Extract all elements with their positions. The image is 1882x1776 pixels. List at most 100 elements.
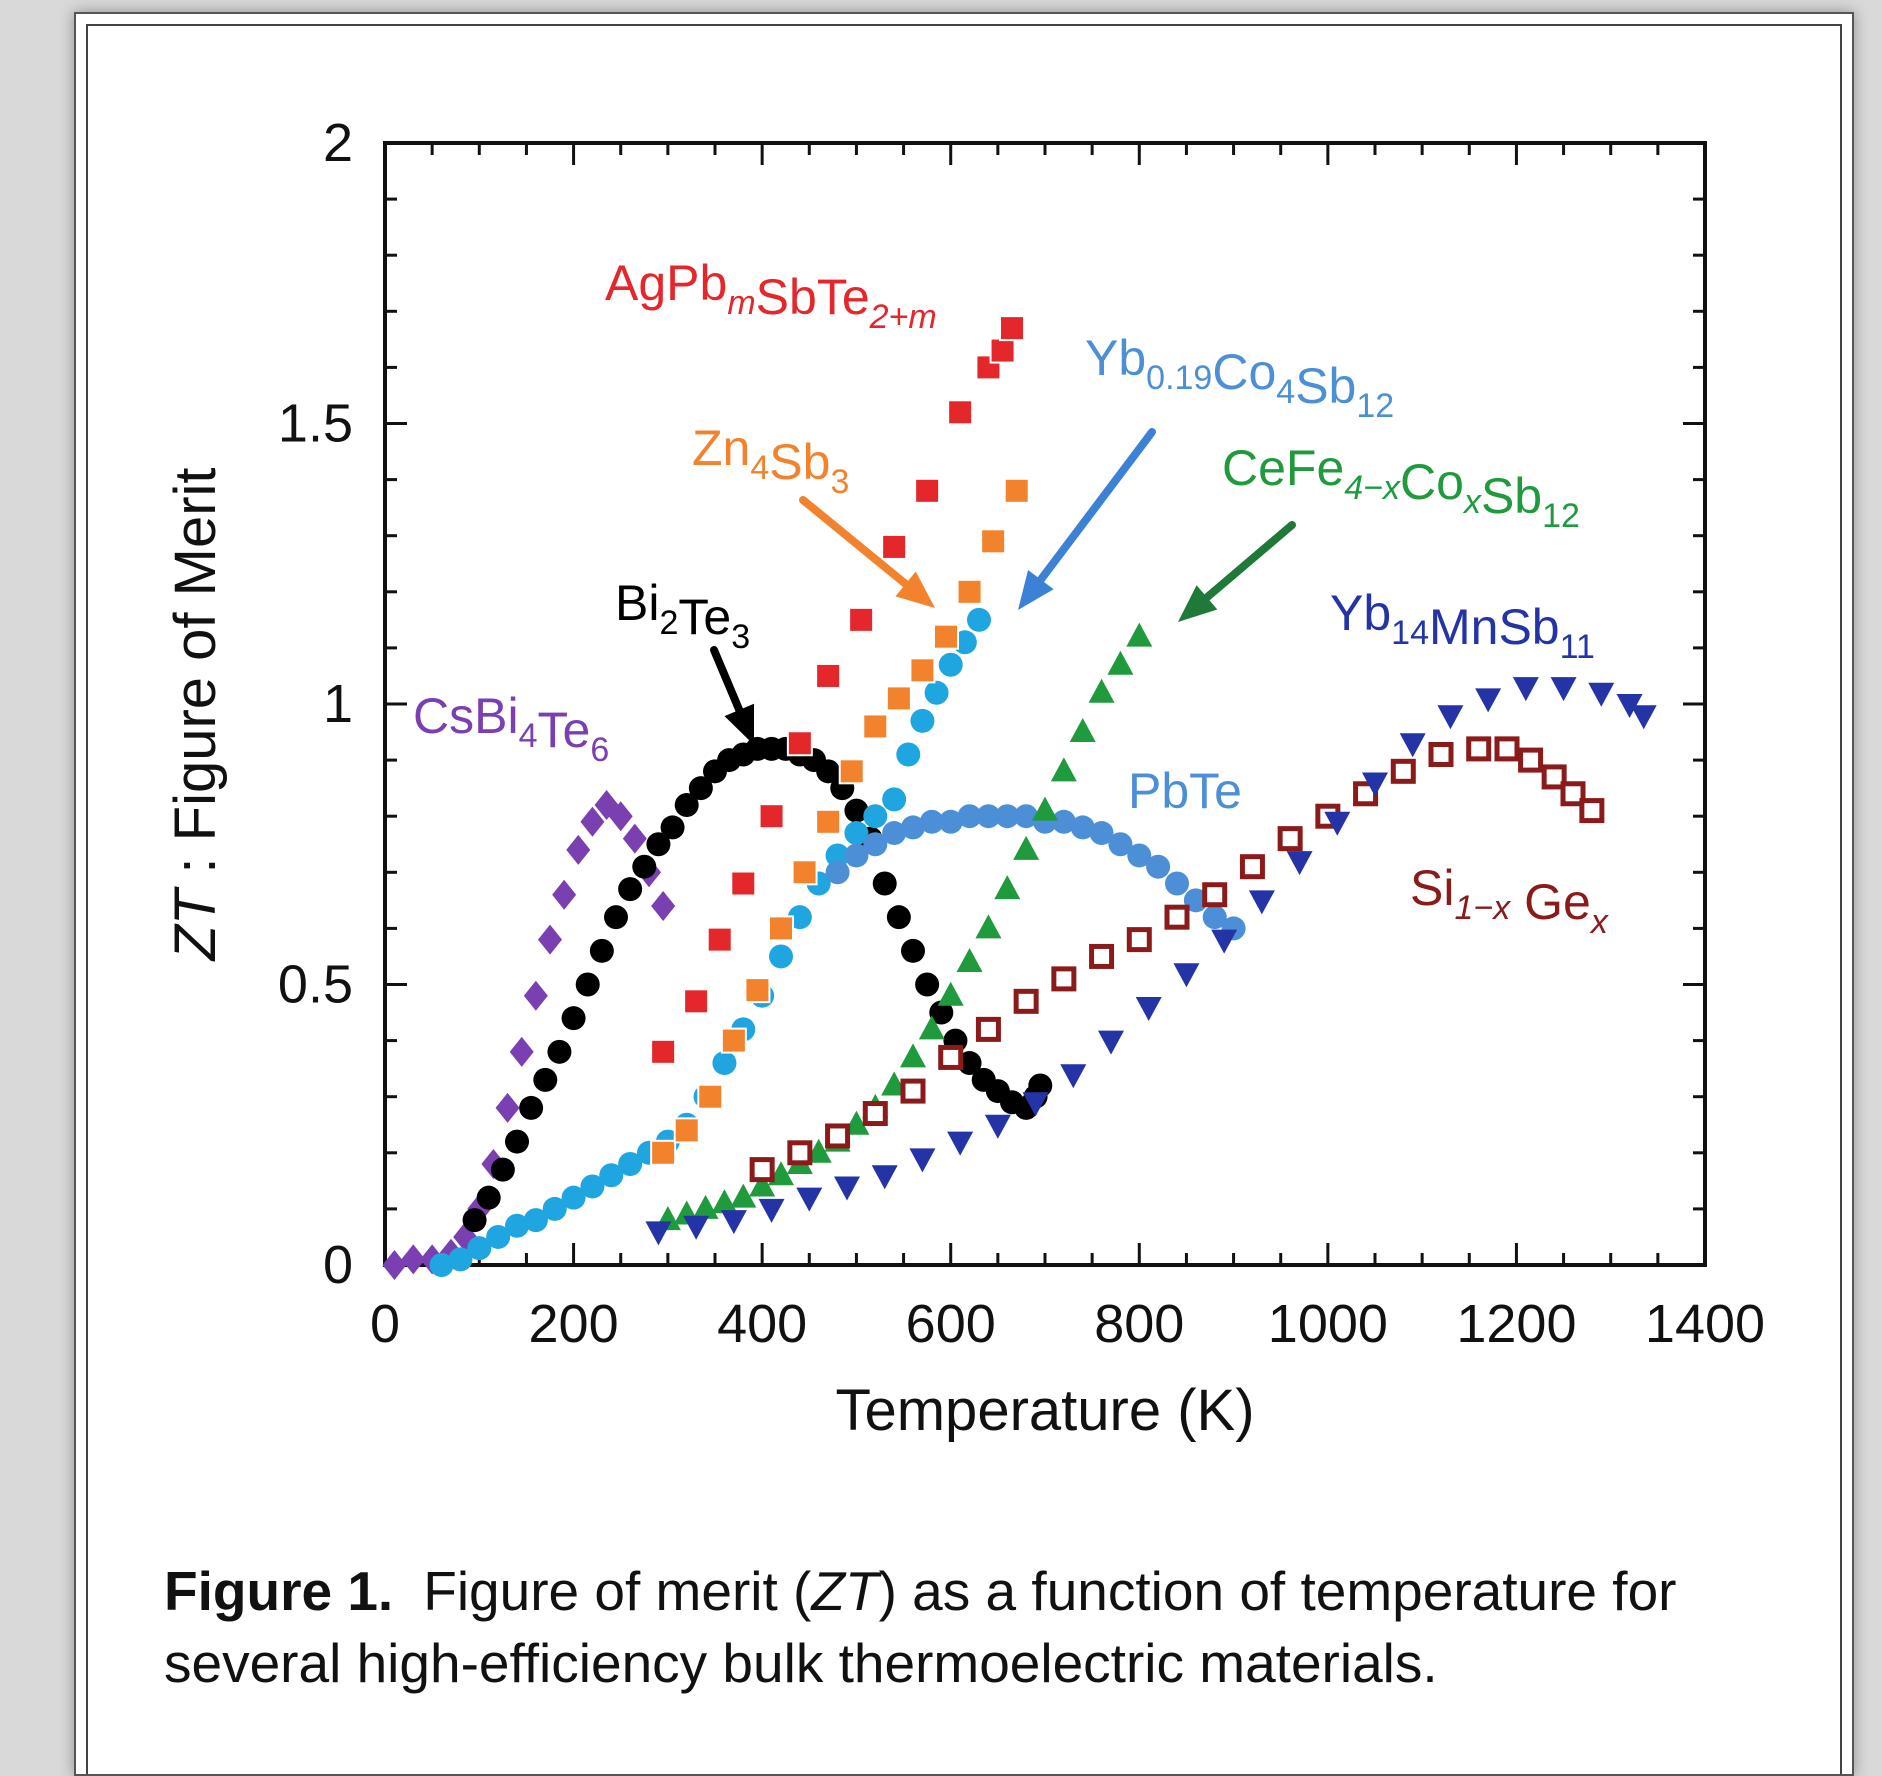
data-point xyxy=(901,938,925,963)
data-point xyxy=(490,1157,515,1182)
data-point xyxy=(1088,678,1115,703)
series-label-cefecosb: CeFe4−xCoxSb12 xyxy=(1222,440,1580,535)
data-point xyxy=(825,860,850,885)
data-point xyxy=(651,890,676,921)
data-point xyxy=(1173,963,1200,988)
data-point xyxy=(848,606,875,633)
data-point xyxy=(967,607,991,632)
data-point xyxy=(1165,871,1189,896)
data-point xyxy=(645,1221,672,1246)
data-point xyxy=(929,1000,954,1025)
arrow-yb019-head xyxy=(1018,570,1054,610)
data-point xyxy=(542,1196,567,1221)
data-point xyxy=(758,803,785,830)
data-point xyxy=(509,1036,534,1067)
data-point xyxy=(632,854,657,879)
series-label-zn4sb3-part: 3 xyxy=(830,463,849,501)
series-label-csbi4te6-part: CsBi xyxy=(413,688,519,744)
data-point xyxy=(382,1250,407,1280)
data-point xyxy=(1616,694,1643,718)
series-label-agpbmsbte-part: 2+m xyxy=(869,298,937,336)
data-point xyxy=(1324,811,1351,836)
data-point xyxy=(975,354,1002,381)
x-tick-label: 800 xyxy=(1094,1294,1184,1354)
data-point xyxy=(947,399,974,426)
arrow-yb019 xyxy=(1018,428,1156,610)
data-point xyxy=(1211,929,1238,954)
data-point xyxy=(1135,996,1162,1021)
data-point xyxy=(1089,943,1115,969)
data-point xyxy=(885,685,912,712)
data-point xyxy=(1164,904,1190,930)
data-point xyxy=(1051,809,1076,834)
series-label-yb14mnsb11-part: MnSb xyxy=(1429,599,1560,655)
data-point xyxy=(900,1078,926,1104)
data-point xyxy=(650,1139,677,1166)
data-point xyxy=(1248,890,1275,915)
series-label-csbi4te6-part: Te xyxy=(538,702,591,758)
data-point xyxy=(1003,477,1030,504)
series-label-zn4sb3-part: 4 xyxy=(750,449,769,487)
data-point xyxy=(618,877,643,902)
data-point xyxy=(881,533,908,560)
x-tick-label: 1400 xyxy=(1645,1294,1765,1354)
data-point xyxy=(608,801,633,832)
data-point xyxy=(462,1208,487,1233)
data-point xyxy=(552,879,577,910)
data-point xyxy=(769,944,793,969)
y-axis-label-rest: : Figure of Merit xyxy=(163,467,228,889)
x-tick-label: 200 xyxy=(529,1294,619,1354)
data-point xyxy=(1108,832,1133,857)
data-point xyxy=(1399,733,1426,758)
data-point xyxy=(618,1152,643,1177)
caption-italic: ZT xyxy=(811,1560,879,1622)
arrow-cefecosb-head xyxy=(1178,585,1218,622)
series-label-cefecosb-part: CeFe xyxy=(1222,440,1344,496)
series-label-csbi4te6-part: 4 xyxy=(519,717,538,755)
data-point xyxy=(1579,798,1605,824)
data-point xyxy=(1588,682,1615,707)
y-tick-label: 2 xyxy=(323,113,353,173)
data-point xyxy=(938,652,963,677)
x-tick-label: 1200 xyxy=(1456,1294,1576,1354)
data-point xyxy=(505,1129,529,1154)
data-point xyxy=(1202,905,1227,930)
arrow-zn4sb3-head xyxy=(895,571,935,608)
x-axis-label: Temperature (K) xyxy=(835,1378,1254,1443)
series-label-cefecosb-part: x xyxy=(1462,483,1482,521)
data-point xyxy=(900,1043,926,1068)
arrow-bi2te3 xyxy=(710,646,754,745)
data-point xyxy=(844,843,869,868)
data-point xyxy=(1032,796,1058,821)
data-point xyxy=(1051,966,1077,992)
series-label-yb019co4sb12-part: Sb xyxy=(1295,358,1356,414)
data-point xyxy=(882,787,907,812)
data-point xyxy=(863,804,888,829)
data-point xyxy=(786,730,813,757)
data-point xyxy=(947,1131,974,1156)
series-label-zn4sb3: Zn4Sb3 xyxy=(692,420,849,501)
data-point xyxy=(886,905,911,930)
series-label-yb019co4sb12-part: 0.19 xyxy=(1146,359,1212,397)
data-point xyxy=(1013,835,1040,860)
data-point xyxy=(863,832,888,857)
arrow-zn4sb3 xyxy=(799,496,935,608)
data-point xyxy=(975,1016,1001,1042)
data-point xyxy=(1107,650,1134,675)
data-point xyxy=(1089,821,1114,846)
data-point xyxy=(566,834,591,865)
series-label-bi2te3-part: Bi xyxy=(615,575,659,631)
data-point xyxy=(683,988,710,1015)
data-point xyxy=(711,1189,738,1214)
data-point xyxy=(448,1247,473,1272)
data-point xyxy=(957,1051,982,1076)
data-point xyxy=(720,1027,747,1054)
series-label-csbi4te6-part: 6 xyxy=(590,731,609,769)
data-point xyxy=(622,823,647,854)
y-tick-label: 1 xyxy=(323,674,353,734)
data-point xyxy=(467,1236,492,1261)
series-label-yb019co4sb12-part: Yb xyxy=(1085,330,1146,386)
data-point xyxy=(1060,1064,1087,1089)
data-point xyxy=(575,972,600,997)
series-label-pbte-part: PbTe xyxy=(1128,763,1242,819)
